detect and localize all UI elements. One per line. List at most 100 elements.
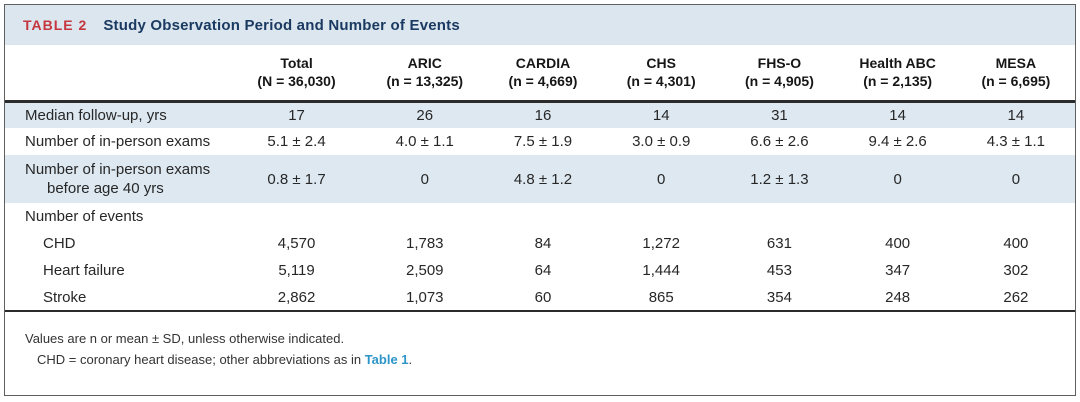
column-header-chs: CHS (n = 4,301) bbox=[602, 45, 721, 103]
cell: 302 bbox=[1003, 262, 1029, 279]
cell: 1,783 bbox=[405, 235, 444, 252]
cell: 4.8 ± 1.2 bbox=[483, 155, 603, 203]
cell: 3.0 ± 0.9 bbox=[632, 133, 691, 150]
table-row-stroke: Stroke 2,862 1,073 60 865 354 248 262 bbox=[5, 284, 1075, 312]
cell: 354 bbox=[720, 284, 839, 312]
cell bbox=[839, 203, 957, 230]
row-label: CHD bbox=[43, 235, 76, 252]
cell: 2,509 bbox=[405, 262, 444, 279]
section-row-label: Number of events bbox=[25, 208, 144, 225]
table-row-inperson-exams: Number of in-person exams 5.1 ± 2.4 4.0 … bbox=[5, 128, 1075, 155]
cell bbox=[720, 203, 838, 230]
cell: 1,073 bbox=[365, 284, 484, 312]
column-n: (n = 6,695) bbox=[981, 73, 1051, 90]
column-header-healthabc: Health ABC (n = 2,135) bbox=[838, 45, 957, 103]
column-name: MESA bbox=[995, 55, 1037, 72]
cell: 4.0 ± 1.1 bbox=[395, 133, 454, 150]
row-label-line1: Number of in-person exams bbox=[25, 161, 211, 178]
cell: 14 bbox=[838, 101, 957, 128]
cell: 64 bbox=[534, 262, 552, 279]
cell: 9.4 ± 2.6 bbox=[868, 133, 927, 150]
column-name: Total bbox=[280, 55, 313, 72]
cell: 2,862 bbox=[227, 284, 366, 312]
footnote-abbrev-suffix: . bbox=[408, 352, 413, 367]
column-header-fhso: FHS-O (n = 4,905) bbox=[720, 45, 839, 103]
cell: 865 bbox=[602, 284, 721, 312]
cell: 347 bbox=[885, 262, 911, 279]
cell: 4,570 bbox=[277, 235, 316, 252]
cell: 14 bbox=[602, 101, 721, 128]
cell: 631 bbox=[766, 235, 792, 252]
table-1-link[interactable]: Table 1 bbox=[364, 352, 409, 367]
cell: 1,272 bbox=[642, 235, 680, 252]
row-label: Heart failure bbox=[43, 262, 125, 279]
row-label: Number of in-person exams bbox=[25, 133, 211, 150]
table-frame: TABLE 2 Study Observation Period and Num… bbox=[4, 4, 1076, 396]
cell: 16 bbox=[483, 101, 603, 128]
table-row-number-of-events: Number of events bbox=[5, 203, 1075, 230]
column-header-mesa: MESA (n = 6,695) bbox=[956, 45, 1075, 103]
cell bbox=[484, 203, 602, 230]
cell: 4.3 ± 1.1 bbox=[986, 133, 1046, 150]
table-row-median-followup: Median follow-up, yrs 17 26 16 14 31 14 … bbox=[5, 101, 1075, 128]
footnote-values-note: Values are n or mean ± SD, unless otherw… bbox=[25, 331, 345, 346]
table-row-heart-failure: Heart failure 5,119 2,509 64 1,444 453 3… bbox=[5, 257, 1075, 284]
cell: 1.2 ± 1.3 bbox=[720, 155, 839, 203]
cell: 0 bbox=[956, 155, 1075, 203]
column-n: (N = 36,030) bbox=[257, 73, 336, 90]
row-label: Median follow-up, yrs bbox=[5, 101, 228, 128]
header-corner bbox=[5, 45, 228, 103]
cell: 400 bbox=[885, 235, 911, 252]
data-table: Total (N = 36,030) ARIC (n = 13,325) CAR… bbox=[5, 45, 1075, 312]
column-n: (n = 2,135) bbox=[863, 73, 933, 90]
column-name: CHS bbox=[646, 55, 676, 72]
table-title-bar: TABLE 2 Study Observation Period and Num… bbox=[5, 5, 1075, 45]
table-title: Study Observation Period and Number of E… bbox=[103, 16, 460, 34]
cell: 14 bbox=[956, 101, 1075, 128]
cell: 84 bbox=[534, 235, 552, 252]
table-row-chd: CHD 4,570 1,783 84 1,272 631 400 400 bbox=[5, 230, 1075, 257]
cell: 0 bbox=[365, 155, 484, 203]
cell bbox=[366, 203, 484, 230]
column-n: (n = 13,325) bbox=[386, 73, 464, 90]
header-row: Total (N = 36,030) ARIC (n = 13,325) CAR… bbox=[5, 45, 1075, 103]
cell: 0 bbox=[602, 155, 721, 203]
cell bbox=[957, 203, 1075, 230]
column-name: Health ABC bbox=[859, 55, 936, 72]
column-n: (n = 4,301) bbox=[626, 73, 696, 90]
cell: 6.6 ± 2.6 bbox=[750, 133, 809, 150]
cell bbox=[602, 203, 720, 230]
cell: 7.5 ± 1.9 bbox=[513, 133, 573, 150]
cell: 31 bbox=[720, 101, 839, 128]
column-n: (n = 4,669) bbox=[508, 73, 578, 90]
cell: 0.8 ± 1.7 bbox=[227, 155, 366, 203]
cell: 5,119 bbox=[278, 262, 315, 279]
column-n: (n = 4,905) bbox=[744, 73, 814, 90]
cell: 1,444 bbox=[642, 262, 680, 279]
footnote-abbreviations: CHD = coronary heart disease; other abbr… bbox=[25, 349, 1055, 370]
column-header-cardia: CARDIA (n = 4,669) bbox=[483, 45, 603, 103]
column-name: FHS-O bbox=[757, 55, 802, 72]
column-name: CARDIA bbox=[515, 55, 571, 72]
column-name: ARIC bbox=[407, 55, 442, 72]
column-header-aric: ARIC (n = 13,325) bbox=[365, 45, 484, 103]
cell: 60 bbox=[483, 284, 603, 312]
cell: 248 bbox=[838, 284, 957, 312]
table-row-exams-before-40: Number of in-person exams before age 40 … bbox=[5, 155, 1075, 203]
row-label-line2: before age 40 yrs bbox=[47, 180, 164, 197]
column-header-total: Total (N = 36,030) bbox=[227, 45, 366, 103]
cell: 400 bbox=[1003, 235, 1029, 252]
table-number-tag: TABLE 2 bbox=[23, 17, 88, 33]
row-label: Stroke bbox=[5, 284, 228, 312]
cell: 5.1 ± 2.4 bbox=[267, 133, 326, 150]
cell: 453 bbox=[766, 262, 792, 279]
cell: 0 bbox=[838, 155, 957, 203]
row-label: Number of in-person exams before age 40 … bbox=[5, 155, 228, 203]
footnote-abbrev-text: CHD = coronary heart disease; other abbr… bbox=[37, 352, 365, 367]
cell: 26 bbox=[365, 101, 484, 128]
cell: 262 bbox=[956, 284, 1075, 312]
cell: 17 bbox=[227, 101, 366, 128]
table-footnotes: Values are n or mean ± SD, unless otherw… bbox=[5, 312, 1075, 370]
cell bbox=[227, 203, 365, 230]
